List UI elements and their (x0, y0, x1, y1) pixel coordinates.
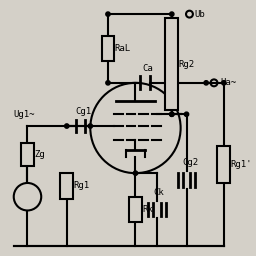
Bar (165, 18, 178, 110)
Circle shape (170, 112, 174, 116)
Text: Ub: Ub (194, 10, 205, 19)
Circle shape (106, 12, 110, 16)
Circle shape (90, 83, 181, 173)
Text: RaL: RaL (115, 44, 131, 53)
Circle shape (133, 171, 138, 175)
Text: Cg2: Cg2 (183, 158, 199, 167)
Bar (102, 36, 114, 61)
Circle shape (106, 81, 110, 85)
Bar (217, 146, 230, 183)
Text: Ug1~: Ug1~ (14, 110, 35, 119)
Circle shape (170, 112, 174, 116)
Circle shape (170, 12, 174, 16)
Text: Zg: Zg (34, 150, 45, 159)
Text: Cg1: Cg1 (76, 107, 92, 116)
Circle shape (88, 124, 92, 128)
Bar (129, 197, 142, 222)
Circle shape (222, 81, 226, 85)
Circle shape (14, 183, 41, 210)
Circle shape (184, 112, 189, 116)
Circle shape (65, 124, 69, 128)
Circle shape (204, 81, 208, 85)
Text: Rg2: Rg2 (179, 60, 195, 69)
Text: Ua~: Ua~ (220, 78, 236, 87)
Text: Ca: Ca (142, 64, 153, 73)
Text: Rg1: Rg1 (74, 182, 90, 190)
Bar (21, 143, 34, 166)
Bar (60, 173, 73, 199)
Text: Rk: Rk (142, 205, 153, 214)
Text: Ck: Ck (153, 188, 164, 197)
Text: Rg1': Rg1' (231, 160, 252, 169)
